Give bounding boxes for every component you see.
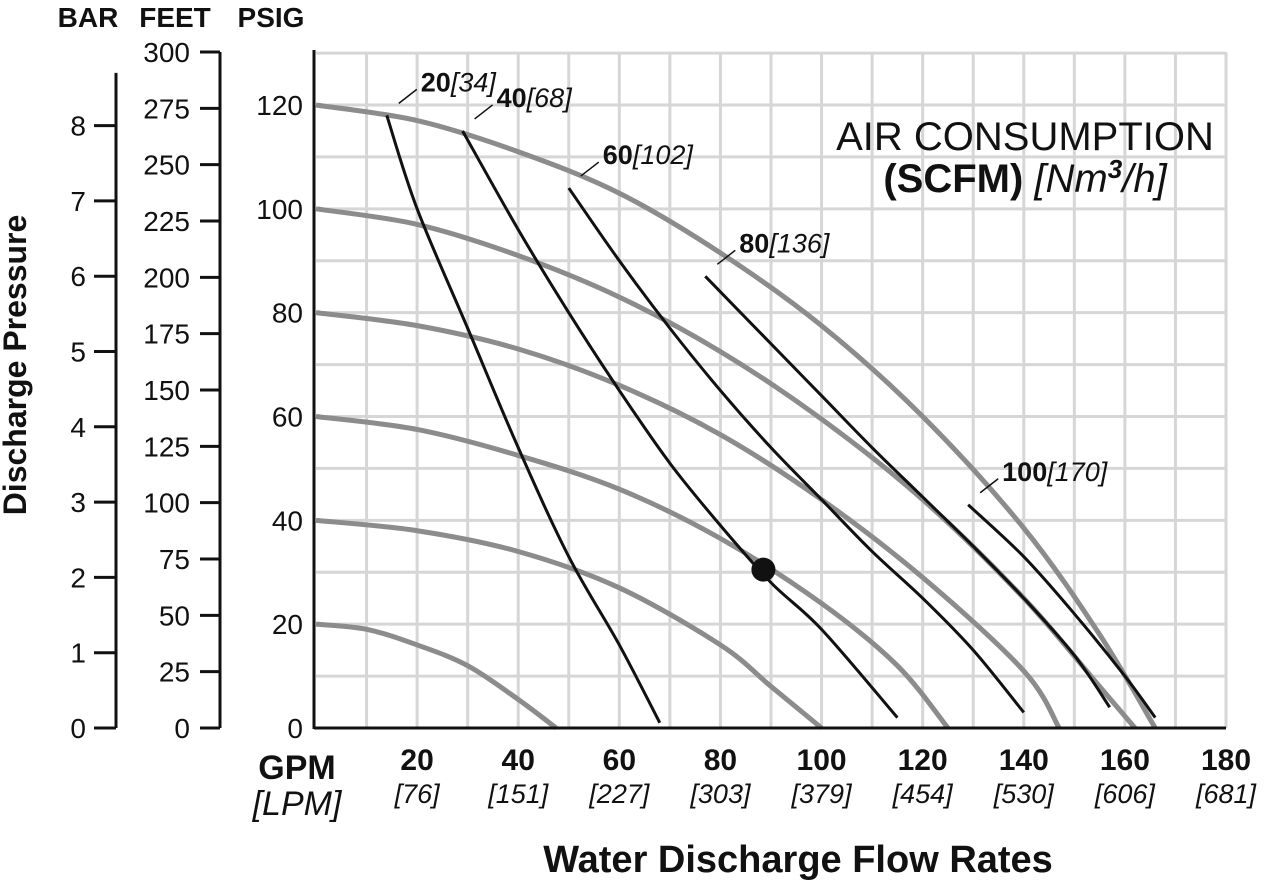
feet-tick-label: 275 — [143, 93, 190, 124]
x-tick-sublabel: [151] — [487, 779, 550, 809]
air-curve-80 — [704, 275, 1111, 709]
pressure-curves — [315, 102, 1158, 730]
air-label-value: 60 — [603, 140, 633, 170]
bar-tick-label: 2 — [70, 562, 86, 593]
air-label-leader — [979, 478, 999, 494]
feet-tick-label: 75 — [159, 544, 190, 575]
chart-title-metric: [Nm — [1033, 157, 1107, 201]
y-axis-label: Discharge Pressure — [0, 215, 33, 516]
psig-tick-label: 40 — [272, 505, 303, 536]
bar-tick-label: 0 — [70, 713, 86, 744]
feet-tick-label: 150 — [143, 375, 190, 406]
feet-tick-label: 250 — [143, 150, 190, 181]
feet-tick-label: 100 — [143, 488, 190, 519]
x-tick-label: 60 — [603, 744, 636, 777]
psig-tick-label: 20 — [272, 609, 303, 640]
chart-title-line2: (SCFM) [Nm3/h] — [883, 154, 1167, 201]
x-tick-sublabel: [76] — [394, 779, 442, 809]
air-label-metric: [102] — [632, 140, 695, 170]
feet-tick-label: 300 — [143, 37, 190, 68]
air-label-20: 20[34] — [421, 67, 498, 97]
pressure-curve-60 — [315, 414, 950, 730]
psig-tick-label: 80 — [272, 298, 303, 329]
feet-tick-label: 125 — [143, 431, 190, 462]
bar-tick-label: 3 — [70, 487, 86, 518]
air-curve-40 — [461, 130, 899, 719]
feet-tick-label: 0 — [174, 713, 190, 744]
feet-tick-label: 50 — [159, 600, 190, 631]
air-label-value: 40 — [497, 83, 527, 113]
psig-tick-label: 100 — [256, 194, 303, 225]
psig-tick-label: 120 — [256, 90, 303, 121]
x-tick-sublabel: [227] — [588, 779, 651, 809]
x-tick-label: 40 — [502, 744, 535, 777]
air-label-leader — [580, 161, 600, 177]
air-label-metric: [68] — [526, 83, 574, 113]
psig-tick-label: 60 — [272, 402, 303, 433]
pressure-curve-120 — [315, 102, 1158, 730]
operating-point — [751, 557, 776, 582]
bar-tick-label: 7 — [70, 186, 86, 217]
bar-axis-header: BAR — [58, 2, 119, 33]
air-label-value: 80 — [739, 228, 769, 258]
feet-tick-label: 200 — [143, 262, 190, 293]
chart-title-metric-end: /h] — [1119, 157, 1167, 201]
air-label-metric: [136] — [768, 228, 831, 258]
air-label-40: 40[68] — [497, 83, 574, 113]
x-tick-label: 80 — [704, 744, 737, 777]
chart-title-sup: 3 — [1108, 154, 1123, 184]
x-axis-label: Water Discharge Flow Rates — [543, 839, 1053, 881]
operating-point-marker — [751, 557, 776, 582]
air-curve-20 — [385, 114, 662, 724]
x-unit-lpm: [LPM] — [252, 785, 343, 823]
air-label-value: 100 — [1002, 457, 1047, 487]
psig-axis-header: PSIG — [238, 2, 305, 33]
x-tick-label: 180 — [1201, 744, 1251, 777]
grid — [316, 51, 1228, 728]
feet-tick-label: 225 — [143, 206, 190, 237]
feet-axis-header: FEET — [139, 2, 211, 33]
air-curve-labels: 20[34]40[68] 60[102] 80[136] 100[170] — [398, 67, 1109, 494]
air-label-80: 80[136] — [739, 228, 831, 258]
pressure-curve-20 — [315, 621, 558, 730]
x-tick-label: 140 — [999, 744, 1049, 777]
air-label-metric: [170] — [1046, 457, 1109, 487]
air-label-leader — [398, 88, 418, 104]
air-consumption-curves — [385, 114, 1157, 724]
air-label-leader — [474, 104, 494, 120]
air-curve-60 — [567, 187, 1025, 714]
bar-tick-label: 6 — [70, 261, 86, 292]
x-tick-sublabel: [530] — [993, 779, 1056, 809]
x-tick-label: 100 — [797, 744, 847, 777]
axes: 0204060801001200255075100125150175200225… — [70, 37, 1257, 809]
x-tick-sublabel: [303] — [689, 779, 752, 809]
x-tick-sublabel: [379] — [791, 779, 854, 809]
x-tick-sublabel: [606] — [1094, 779, 1157, 809]
chart-title-line1: AIR CONSUMPTION — [836, 115, 1214, 159]
bar-tick-label: 8 — [70, 111, 86, 142]
air-label-60: 60[102] — [603, 140, 695, 170]
air-curve-100 — [967, 503, 1157, 719]
pressure-curve-40 — [315, 517, 824, 730]
chart-title-unit: (SCFM) — [883, 157, 1023, 201]
feet-tick-label: 25 — [159, 657, 190, 688]
x-tick-label: 120 — [898, 744, 948, 777]
x-tick-sublabel: [454] — [892, 779, 955, 809]
air-label-100: 100[170] — [1002, 457, 1109, 487]
bar-tick-label: 1 — [70, 638, 86, 669]
feet-tick-label: 175 — [143, 319, 190, 350]
pressure-curve-80 — [315, 310, 1062, 730]
x-unit-gpm: GPM — [258, 749, 335, 787]
air-label-leader — [716, 249, 736, 265]
psig-tick-label: 0 — [287, 713, 303, 744]
bar-tick-label: 5 — [70, 337, 86, 368]
air-label-metric: [34] — [450, 67, 498, 97]
x-tick-label: 20 — [400, 744, 433, 777]
bar-tick-label: 4 — [70, 412, 86, 443]
air-label-value: 20 — [421, 67, 451, 97]
x-tick-label: 160 — [1100, 744, 1150, 777]
x-tick-sublabel: [681] — [1195, 779, 1258, 809]
